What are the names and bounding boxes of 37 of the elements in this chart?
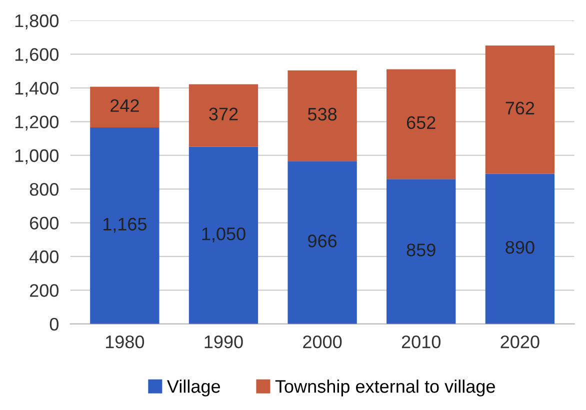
- x-tick-label: 1990: [204, 335, 243, 348]
- legend-label: Township external to village: [275, 380, 495, 396]
- y-tick-label: 400: [30, 250, 59, 264]
- y-tick-label: 1,200: [15, 116, 59, 130]
- y-tick-label: 200: [30, 284, 59, 297]
- bar: [90, 86, 160, 128]
- bar: [485, 45, 555, 174]
- x-tick-label: 2010: [402, 335, 440, 348]
- data-label: 242: [110, 99, 139, 112]
- data-label: 966: [308, 234, 337, 248]
- legend-label: Village: [166, 380, 220, 396]
- bar: [188, 146, 258, 324]
- bar: [288, 70, 357, 162]
- x-tick-label: 1980: [106, 335, 144, 348]
- y-tick-label: 600: [30, 216, 59, 230]
- y-tick-label: 1,600: [15, 48, 59, 64]
- x-tick-label: 2020: [500, 335, 540, 348]
- data-label: 538: [308, 108, 337, 121]
- data-label: 652: [406, 116, 436, 130]
- bar: [188, 84, 258, 147]
- y-tick-label: 800: [30, 182, 59, 196]
- data-label: 859: [406, 244, 436, 256]
- bar: [386, 69, 456, 180]
- y-tick-label: 0: [50, 318, 59, 331]
- y-tick-label: 1,000: [15, 149, 59, 164]
- x-tick-label: 2000: [303, 335, 342, 348]
- y-tick-label: 1,400: [15, 82, 59, 97]
- data-label: 762: [506, 102, 534, 115]
- bar: [90, 128, 160, 324]
- y-tick-label: 1,800: [15, 14, 59, 30]
- bar: [485, 174, 555, 324]
- data-label: 372: [209, 108, 238, 120]
- data-label: 1,050: [202, 227, 246, 242]
- data-label: 890: [506, 240, 534, 254]
- bar: [288, 161, 357, 324]
- bar: [386, 179, 456, 324]
- data-label: 1,165: [103, 218, 147, 233]
